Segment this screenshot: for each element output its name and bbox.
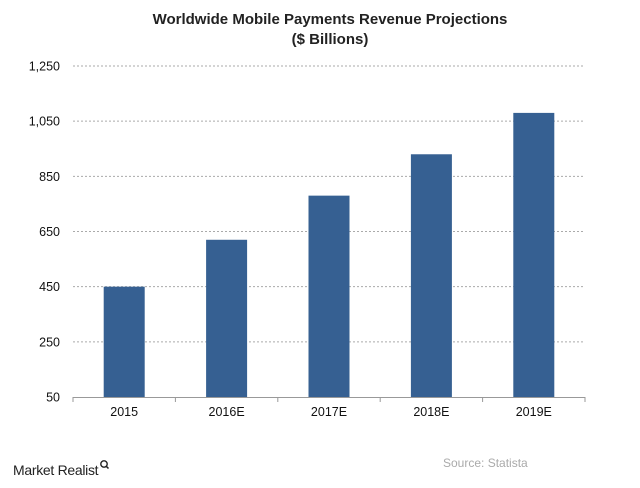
x-tick-label: 2019E <box>516 405 552 419</box>
bar-2019E <box>513 112 555 398</box>
chart-subtitle: ($ Billions) <box>292 31 369 48</box>
y-tick-label: 250 <box>39 335 60 349</box>
market-realist-logo: Market Realist <box>13 460 110 478</box>
x-tick-label: 2015 <box>110 405 138 419</box>
y-axis-ticks: 50 250 450 650 850 1,050 1,250 <box>29 60 60 405</box>
bars <box>103 112 555 398</box>
y-tick-label: 50 <box>46 391 60 405</box>
y-tick-label: 450 <box>39 280 60 294</box>
magnifier-icon <box>100 460 110 470</box>
x-tick-label: 2016E <box>209 405 245 419</box>
bar-2018E <box>410 154 452 397</box>
y-tick-label: 850 <box>39 170 60 184</box>
logo-text: Market Realist <box>13 462 99 478</box>
y-tick-label: 1,050 <box>29 115 60 129</box>
bar-2016E <box>206 239 248 397</box>
x-axis: 2015 2016E 2017E 2018E 2019E <box>72 397 586 419</box>
source-label: Source: Statista <box>443 456 528 470</box>
y-tick-label: 1,250 <box>29 60 60 74</box>
x-tick-label: 2018E <box>413 405 449 419</box>
chart-title: Worldwide Mobile Payments Revenue Projec… <box>153 11 508 28</box>
x-tick-label: 2017E <box>311 405 347 419</box>
y-tick-label: 650 <box>39 225 60 239</box>
bar-2017E <box>308 195 350 397</box>
bar-2015 <box>103 286 145 397</box>
